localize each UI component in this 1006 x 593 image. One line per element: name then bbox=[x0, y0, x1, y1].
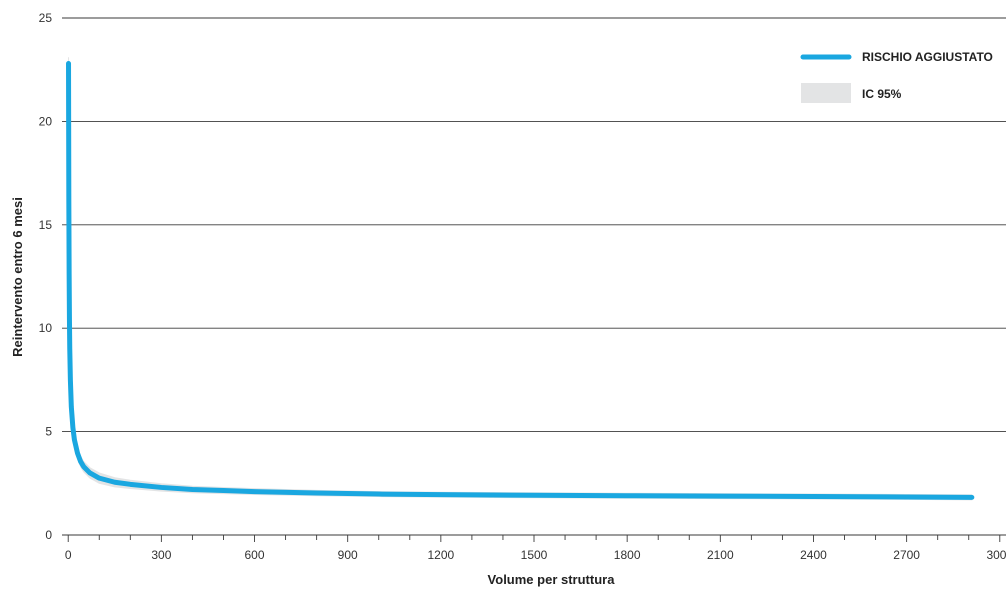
adjusted-risk-line bbox=[66, 61, 975, 500]
x-tick-label: 900 bbox=[338, 548, 358, 562]
legend-label-adjusted-risk: RISCHIO AGGIUSTATO bbox=[862, 50, 993, 64]
gridlines bbox=[62, 17, 1006, 536]
x-tick-label: 3000 bbox=[986, 548, 1006, 562]
y-axis-ticks: 0 5 10 15 20 25 bbox=[39, 11, 53, 542]
x-tick-label: 600 bbox=[245, 548, 265, 562]
legend-swatch-ci bbox=[801, 83, 851, 103]
y-tick-label: 20 bbox=[39, 114, 53, 128]
y-tick-label: 5 bbox=[45, 425, 52, 439]
x-tick-label: 300 bbox=[151, 548, 171, 562]
confidence-band-layer bbox=[68, 57, 973, 501]
y-tick-label: 15 bbox=[39, 218, 53, 232]
adjusted-risk-line-layer bbox=[66, 61, 975, 500]
x-tick-label: 1200 bbox=[427, 548, 454, 562]
x-tick-label: 1500 bbox=[521, 548, 548, 562]
legend-label-ci: IC 95% bbox=[862, 87, 902, 101]
x-tick-label: 2700 bbox=[893, 548, 920, 562]
legend: RISCHIO AGGIUSTATO IC 95% bbox=[800, 50, 993, 103]
x-tick-label: 0 bbox=[65, 548, 72, 562]
y-tick-label: 25 bbox=[39, 11, 53, 25]
x-axis bbox=[67, 535, 1001, 542]
x-tick-label: 1800 bbox=[614, 548, 641, 562]
x-tick-label: 2400 bbox=[800, 548, 827, 562]
x-axis-title: Volume per struttura bbox=[488, 572, 616, 587]
confidence-band-ci-95 bbox=[68, 57, 973, 501]
x-tick-label: 2100 bbox=[707, 548, 734, 562]
y-tick-label: 10 bbox=[39, 321, 53, 335]
y-tick-label: 0 bbox=[45, 528, 52, 542]
y-axis-title: Reintervento entro 6 mesi bbox=[10, 197, 25, 357]
x-axis-ticks: 0 300 600 900 1200 1500 1800 2100 2400 2700 3000 bbox=[65, 548, 1006, 562]
